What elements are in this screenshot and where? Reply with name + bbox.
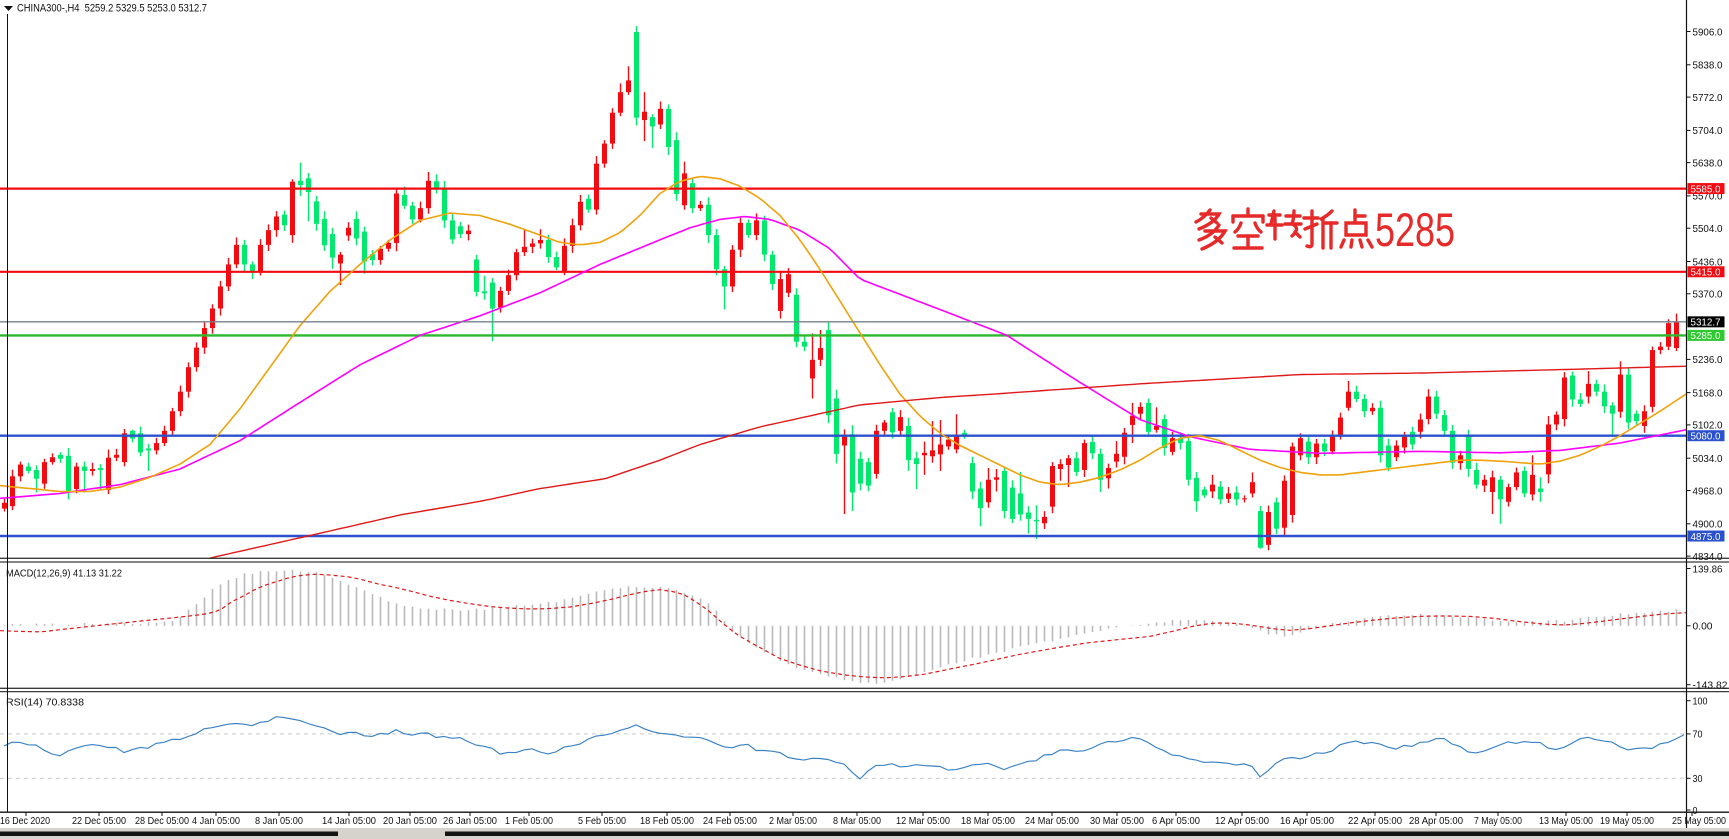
svg-text:5906.0: 5906.0 xyxy=(1693,26,1723,38)
svg-text:4875.0: 4875.0 xyxy=(1691,531,1721,543)
svg-text:4834.0: 4834.0 xyxy=(1693,551,1723,563)
svg-text:5034.0: 5034.0 xyxy=(1693,453,1723,465)
svg-text:8 Mar 05:00: 8 Mar 05:00 xyxy=(833,815,881,827)
svg-text:12 Mar 05:00: 12 Mar 05:00 xyxy=(896,815,950,827)
svg-text:5285: 5285 xyxy=(1375,203,1455,256)
svg-text:22 Apr 05:00: 22 Apr 05:00 xyxy=(1348,815,1402,827)
svg-text:2 Mar 05:00: 2 Mar 05:00 xyxy=(769,815,817,827)
svg-text:5102.0: 5102.0 xyxy=(1693,420,1723,432)
svg-text:MACD(12,26,9) 41.13 31.22: MACD(12,26,9) 41.13 31.22 xyxy=(6,568,122,580)
svg-text:14 Jan 05:00: 14 Jan 05:00 xyxy=(322,815,376,827)
svg-text:5436.0: 5436.0 xyxy=(1693,256,1723,268)
svg-text:5312.7: 5312.7 xyxy=(1691,317,1721,329)
svg-text:22 Dec 05:00: 22 Dec 05:00 xyxy=(72,815,126,827)
svg-text:CHINA300-,H4 5259.2 5329.5 52: CHINA300-,H4 5259.2 5329.5 5253.0 5312.7 xyxy=(17,3,207,15)
svg-text:13 May 05:00: 13 May 05:00 xyxy=(1539,815,1593,827)
svg-text:4 Jan 05:00: 4 Jan 05:00 xyxy=(192,815,240,827)
svg-text:20 Jan 05:00: 20 Jan 05:00 xyxy=(383,815,437,827)
svg-text:26 Jan 05:00: 26 Jan 05:00 xyxy=(443,815,497,827)
svg-text:5285.0: 5285.0 xyxy=(1691,330,1721,342)
svg-text:0.00: 0.00 xyxy=(1693,621,1713,633)
svg-text:25 May 05:00: 25 May 05:00 xyxy=(1672,815,1726,827)
svg-text:5638.0: 5638.0 xyxy=(1693,157,1723,169)
svg-text:5585.0: 5585.0 xyxy=(1691,183,1721,195)
svg-text:24 Feb 05:00: 24 Feb 05:00 xyxy=(703,815,757,827)
svg-text:4900.0: 4900.0 xyxy=(1693,519,1723,531)
svg-text:8 Jan 05:00: 8 Jan 05:00 xyxy=(255,815,303,827)
svg-text:30 Mar 05:00: 30 Mar 05:00 xyxy=(1090,815,1144,827)
svg-text:5704.0: 5704.0 xyxy=(1693,125,1723,137)
svg-text:16 Dec 2020: 16 Dec 2020 xyxy=(0,815,50,827)
svg-text:5772.0: 5772.0 xyxy=(1693,92,1723,104)
svg-text:4968.0: 4968.0 xyxy=(1693,485,1723,497)
svg-text:18 Mar 05:00: 18 Mar 05:00 xyxy=(961,815,1015,827)
svg-text:5 Feb 05:00: 5 Feb 05:00 xyxy=(578,815,626,827)
svg-text:0: 0 xyxy=(1693,805,1698,817)
svg-text:16 Apr 05:00: 16 Apr 05:00 xyxy=(1280,815,1334,827)
svg-text:28 Apr 05:00: 28 Apr 05:00 xyxy=(1409,815,1463,827)
svg-text:5080.0: 5080.0 xyxy=(1691,431,1721,443)
svg-text:19 May 05:00: 19 May 05:00 xyxy=(1600,815,1654,827)
svg-text:24 Mar 05:00: 24 Mar 05:00 xyxy=(1025,815,1079,827)
svg-text:5236.0: 5236.0 xyxy=(1693,354,1723,366)
svg-text:1 Feb 05:00: 1 Feb 05:00 xyxy=(505,815,553,827)
svg-text:-143.82: -143.82 xyxy=(1693,680,1728,692)
svg-text:28 Dec 05:00: 28 Dec 05:00 xyxy=(135,815,189,827)
svg-text:7 May 05:00: 7 May 05:00 xyxy=(1474,815,1522,827)
svg-text:5168.0: 5168.0 xyxy=(1693,387,1723,399)
svg-text:5370.0: 5370.0 xyxy=(1693,289,1723,301)
svg-text:5415.0: 5415.0 xyxy=(1691,267,1721,279)
svg-text:70: 70 xyxy=(1693,729,1703,741)
svg-text:18 Feb 05:00: 18 Feb 05:00 xyxy=(640,815,694,827)
svg-text:139.86: 139.86 xyxy=(1693,563,1723,575)
svg-text:12 Apr 05:00: 12 Apr 05:00 xyxy=(1215,815,1269,827)
svg-text:5504.0: 5504.0 xyxy=(1693,223,1723,235)
svg-text:30: 30 xyxy=(1693,773,1703,785)
svg-text:5838.0: 5838.0 xyxy=(1693,60,1723,72)
svg-text:6 Apr 05:00: 6 Apr 05:00 xyxy=(1152,815,1200,827)
svg-text:100: 100 xyxy=(1693,696,1708,708)
svg-text:RSI(14) 70.8338: RSI(14) 70.8338 xyxy=(6,697,84,709)
